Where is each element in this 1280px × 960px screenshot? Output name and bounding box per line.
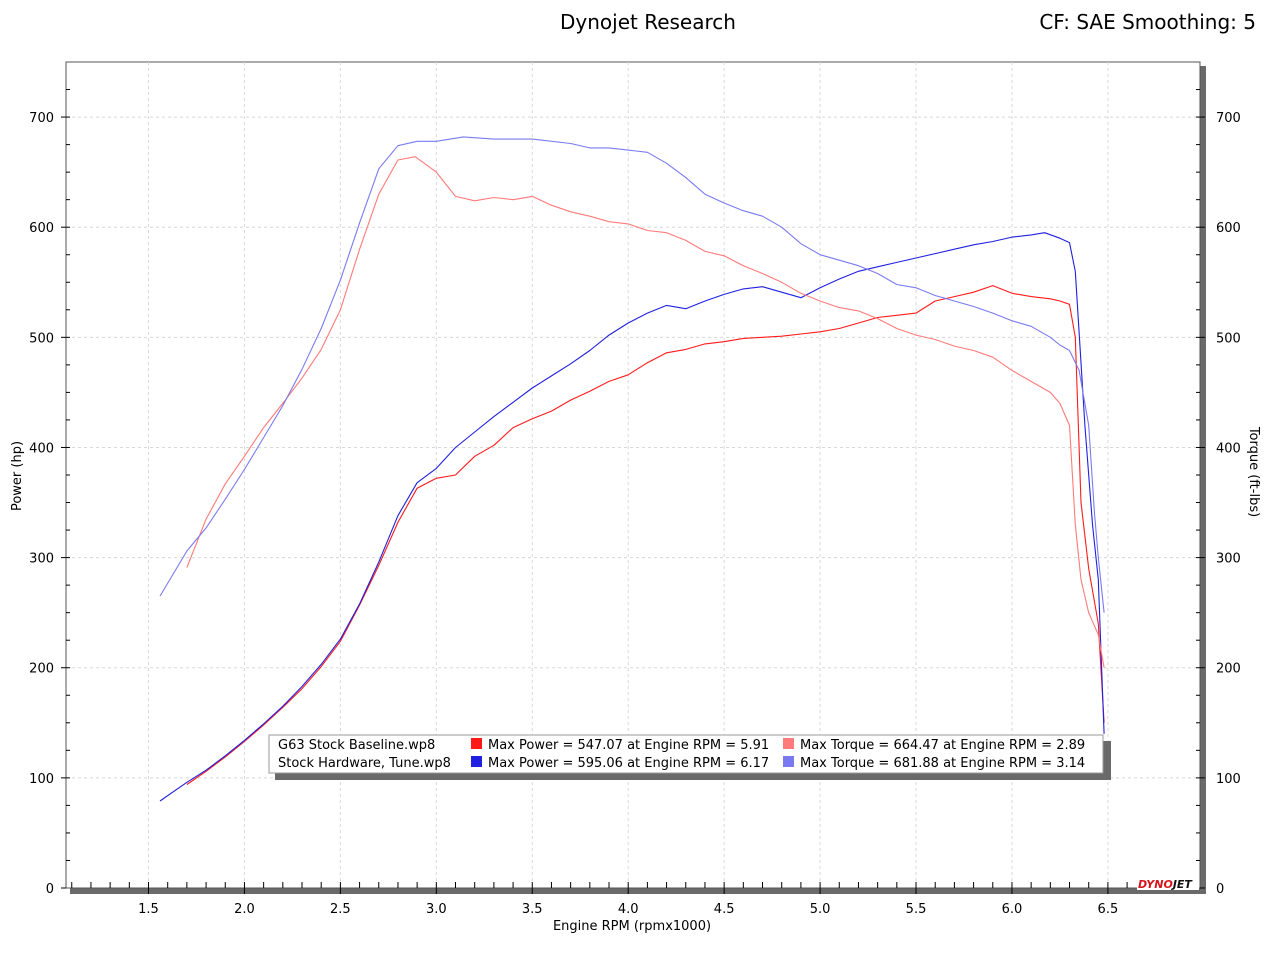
x-tick-label: 3.5 <box>522 902 543 917</box>
logo-text-dyno: DYNO <box>1138 878 1173 891</box>
minor-ticks <box>66 89 1200 888</box>
y-tick-label-left: 300 <box>29 552 54 567</box>
x-tick-label: 2.0 <box>234 902 255 917</box>
y-tick-label-right: 700 <box>1216 111 1241 126</box>
correction-label: CF: SAE Smoothing: 5 <box>1039 10 1256 34</box>
logo-text-jet: JET <box>1171 878 1194 891</box>
x-tick-label: 3.0 <box>426 902 447 917</box>
legend-file-baseline: G63 Stock Baseline.wp8 <box>278 738 435 753</box>
legend-tune-power: Max Power = 595.06 at Engine RPM = 6.17 <box>488 756 769 771</box>
x-axis-ticks: 1.5 2.0 2.5 3.0 3.5 4.0 4.5 5.0 5.5 6.0 6.5 <box>138 888 1118 917</box>
y-tick-label-left: 200 <box>29 662 54 677</box>
y-tick-label-right: 500 <box>1216 331 1241 346</box>
y-tick-label-left: 0 <box>46 882 54 897</box>
y-tick-label-left: 400 <box>29 441 54 456</box>
logo-backdrop <box>1137 877 1199 890</box>
y-tick-label-right: 0 <box>1216 882 1224 897</box>
legend-baseline-power: Max Power = 547.07 at Engine RPM = 5.91 <box>488 738 769 753</box>
x-tick-label: 5.0 <box>810 902 831 917</box>
legend: G63 Stock Baseline.wp8 Stock Hardware, T… <box>268 734 1111 780</box>
y-axis-left-ticks: 0 100 200 300 400 500 600 700 <box>29 111 66 897</box>
x-tick-label: 6.0 <box>1002 902 1023 917</box>
legend-swatch-tune-power <box>471 756 482 767</box>
y-axis-left-title: Power (hp) <box>10 441 25 511</box>
x-tick-label: 4.0 <box>618 902 639 917</box>
legend-swatch-tune-torque <box>783 756 794 767</box>
y-tick-label-right: 400 <box>1216 441 1241 456</box>
legend-tune-torque: Max Torque = 681.88 at Engine RPM = 3.14 <box>800 756 1085 771</box>
y-axis-right-title: Torque (ft-lbs) <box>1246 426 1261 517</box>
legend-baseline-torque: Max Torque = 664.47 at Engine RPM = 2.89 <box>800 738 1085 753</box>
y-axis-right-ticks: 0 100 200 300 400 500 600 700 <box>1200 111 1241 897</box>
y-tick-label-right: 100 <box>1216 772 1241 787</box>
y-tick-label-right: 600 <box>1216 221 1241 236</box>
y-tick-label-left: 500 <box>29 331 54 346</box>
series-line-baseline-torque <box>186 156 1105 668</box>
legend-box <box>268 734 1104 774</box>
y-tick-label-left: 700 <box>29 111 54 126</box>
x-tick-label: 2.5 <box>330 902 351 917</box>
chart-title: Dynojet Research <box>560 10 736 34</box>
series-line-baseline-power <box>186 285 1105 785</box>
series-line-tune-torque <box>159 136 1105 613</box>
logo-text: DYNOJET <box>1138 878 1193 891</box>
y-tick-label-left: 100 <box>29 772 54 787</box>
legend-swatch-baseline-torque <box>783 738 794 749</box>
x-axis-title: Engine RPM (rpmx1000) <box>553 919 711 934</box>
dynojet-logo: DYNOJET <box>1137 877 1199 891</box>
legend-swatch-baseline-power <box>471 738 482 749</box>
x-tick-label: 1.5 <box>138 902 159 917</box>
x-tick-label: 6.5 <box>1098 902 1119 917</box>
y-tick-label-right: 200 <box>1216 662 1241 677</box>
series-group <box>159 136 1105 802</box>
y-tick-label-left: 600 <box>29 221 54 236</box>
x-tick-label: 4.5 <box>714 902 735 917</box>
series-line-tune-power <box>159 232 1105 802</box>
x-tick-label: 5.5 <box>906 902 927 917</box>
y-tick-label-right: 300 <box>1216 552 1241 567</box>
legend-file-tune: Stock Hardware, Tune.wp8 <box>278 756 451 771</box>
